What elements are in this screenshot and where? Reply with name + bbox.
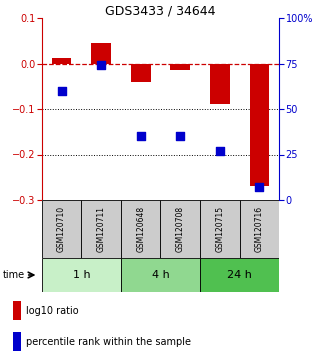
Bar <box>249 63 269 186</box>
Bar <box>42 200 81 258</box>
Point <box>138 133 143 139</box>
Bar <box>160 200 200 258</box>
Bar <box>200 200 240 258</box>
Text: GSM120648: GSM120648 <box>136 206 145 252</box>
Bar <box>52 58 71 63</box>
Text: GSM120711: GSM120711 <box>97 206 106 252</box>
Point <box>99 63 104 68</box>
Bar <box>42 258 121 292</box>
Text: 4 h: 4 h <box>152 270 169 280</box>
Text: GSM120715: GSM120715 <box>215 206 224 252</box>
Text: 24 h: 24 h <box>227 270 252 280</box>
Bar <box>170 63 190 70</box>
Bar <box>121 200 160 258</box>
Text: percentile rank within the sample: percentile rank within the sample <box>26 337 191 347</box>
Bar <box>240 200 279 258</box>
Bar <box>131 63 151 82</box>
Text: log10 ratio: log10 ratio <box>26 306 78 316</box>
Bar <box>81 200 121 258</box>
Title: GDS3433 / 34644: GDS3433 / 34644 <box>105 5 216 18</box>
Bar <box>200 258 279 292</box>
Bar <box>13 332 21 351</box>
Bar <box>121 258 200 292</box>
Bar <box>210 63 230 104</box>
Text: GSM120710: GSM120710 <box>57 206 66 252</box>
Text: GSM120716: GSM120716 <box>255 206 264 252</box>
Point <box>59 88 64 93</box>
Bar <box>13 301 21 320</box>
Point <box>217 148 222 154</box>
Point <box>257 184 262 190</box>
Text: 1 h: 1 h <box>73 270 90 280</box>
Point <box>178 133 183 139</box>
Bar <box>91 43 111 63</box>
Text: time: time <box>3 270 25 280</box>
Text: GSM120708: GSM120708 <box>176 206 185 252</box>
